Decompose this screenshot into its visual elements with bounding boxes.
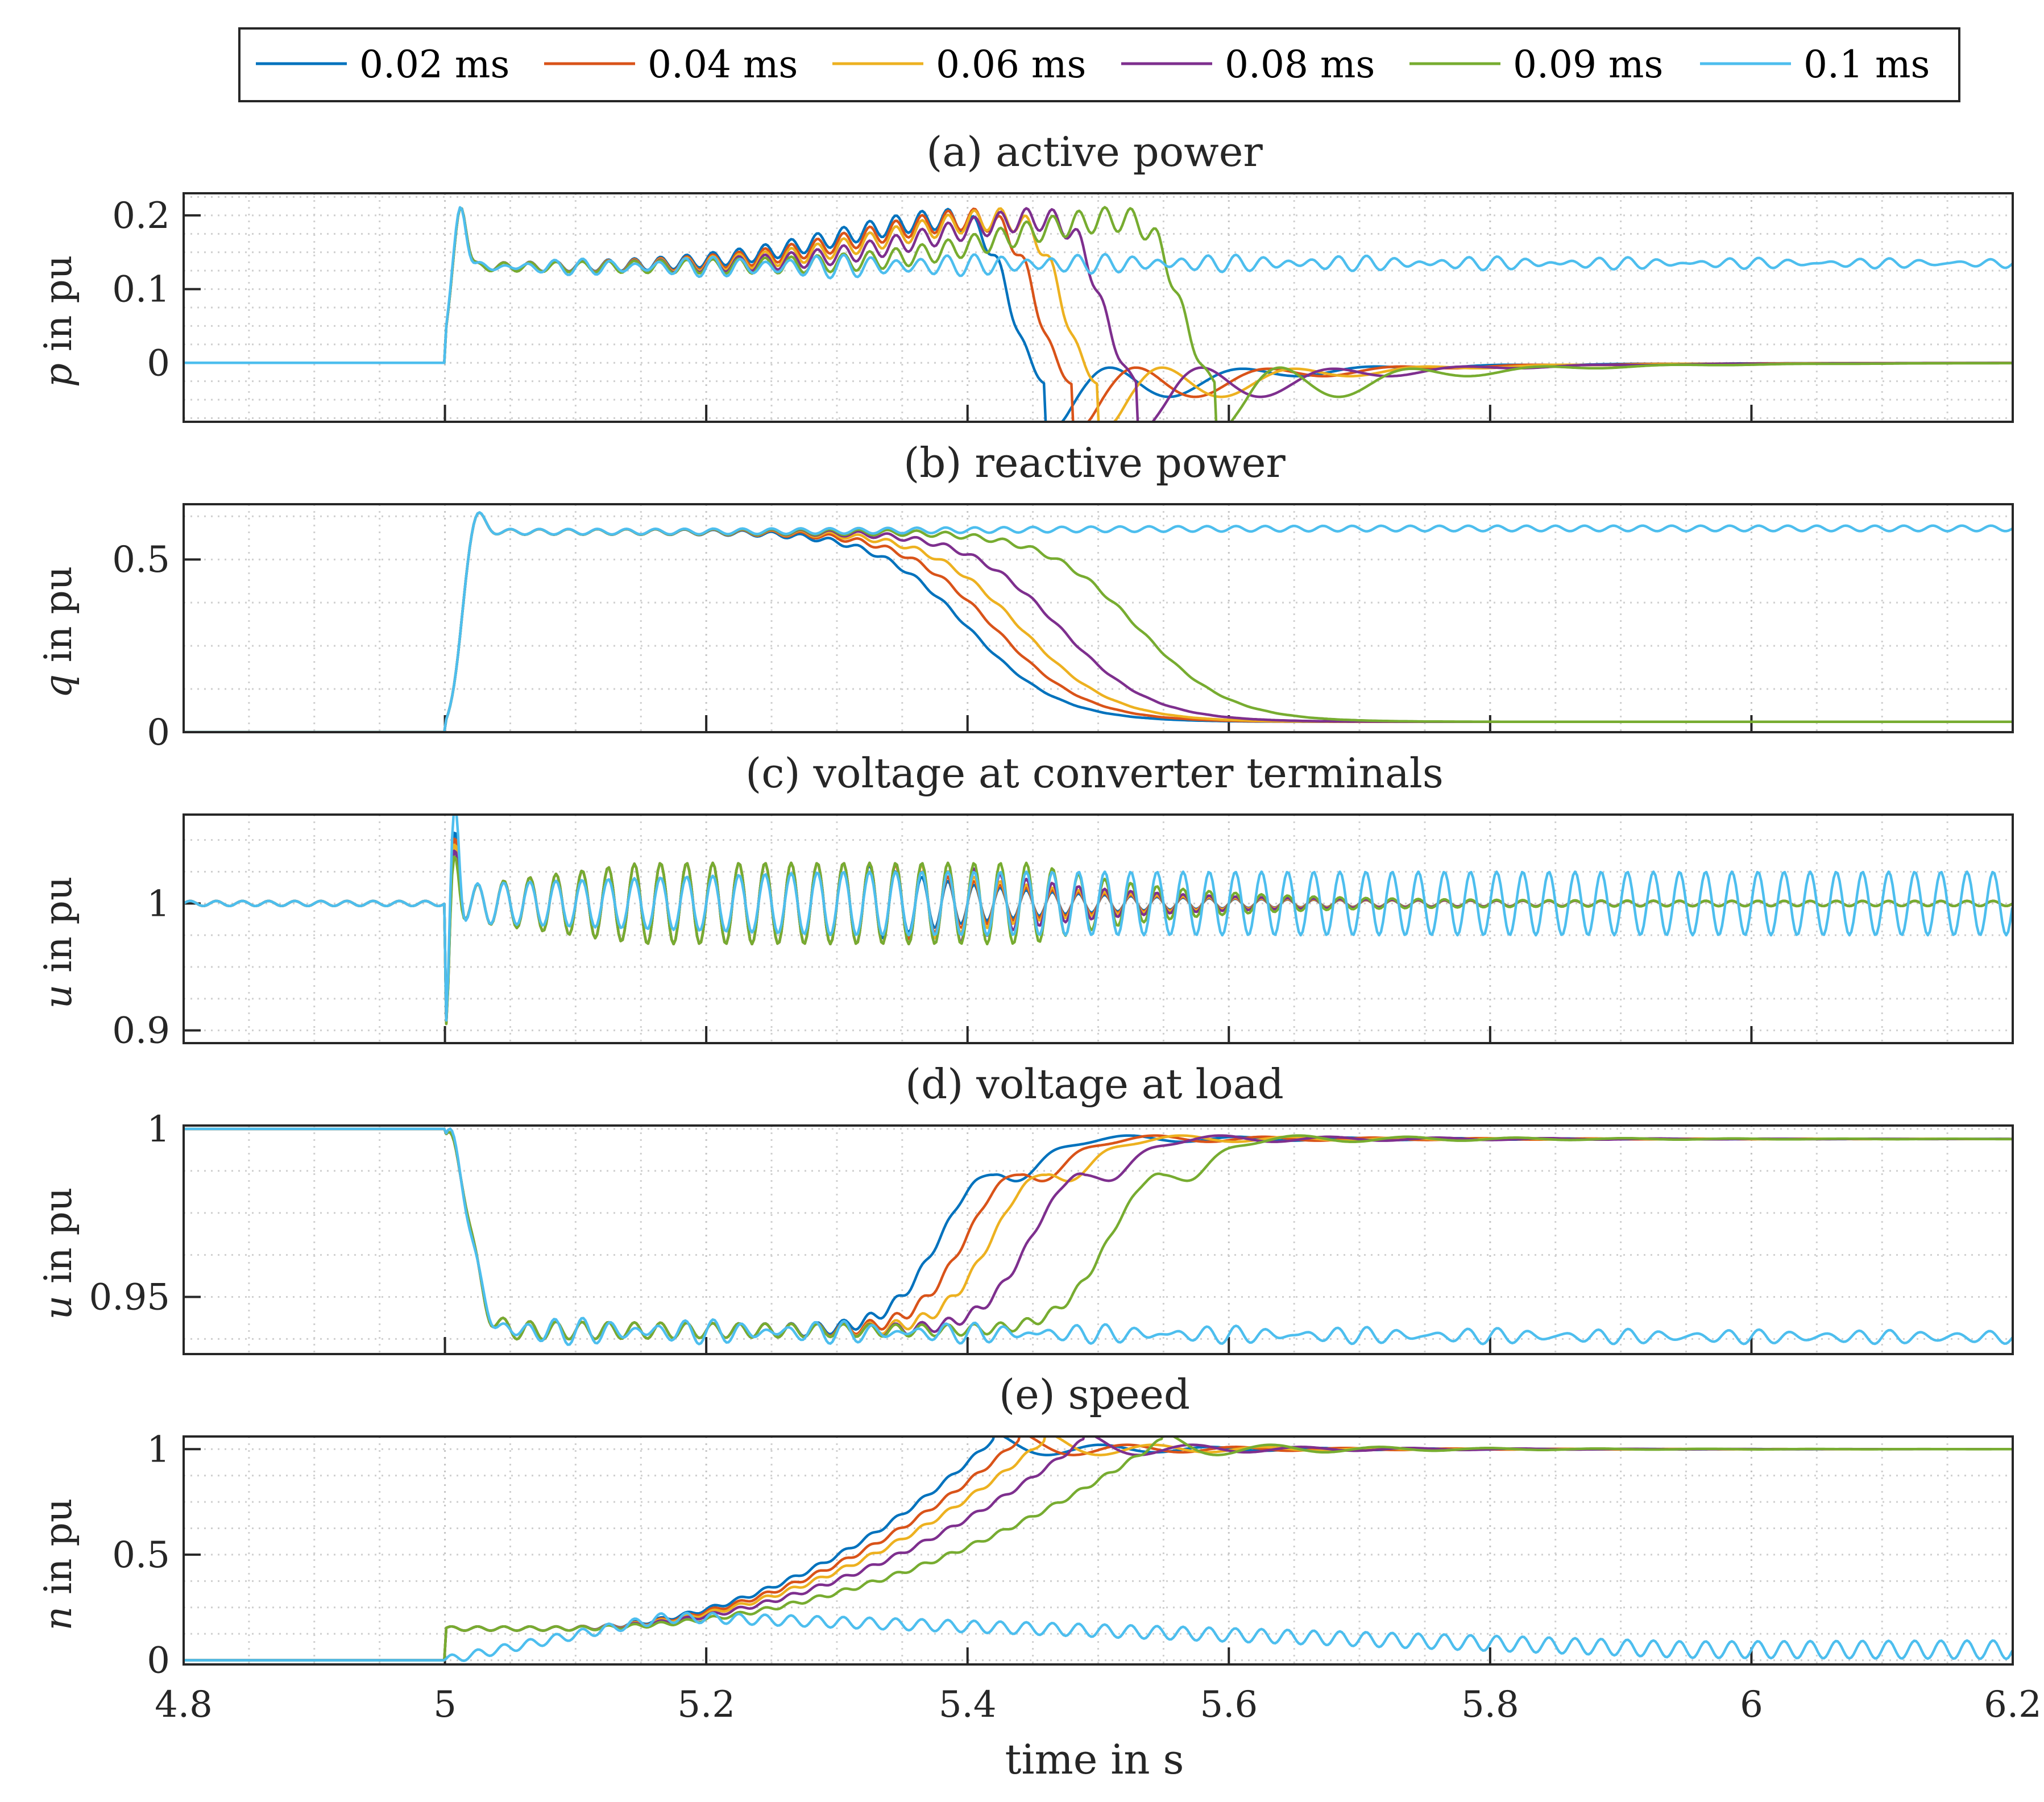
panel-q: 00.5 xyxy=(112,503,2014,754)
traces-u_load xyxy=(184,1127,2013,1346)
axes-box-u_conv xyxy=(183,813,2014,1044)
series-line-u_load-6 xyxy=(184,1127,2013,1346)
x-tick-label: 5.6 xyxy=(1200,1684,1258,1726)
x-tick-label: 6 xyxy=(1740,1684,1763,1726)
legend-entry-4: 0.08 ms xyxy=(1225,43,1375,86)
x-tick-label: 6.2 xyxy=(1984,1684,2042,1726)
y-axis-label-c: u in pu xyxy=(36,877,80,1009)
axes-box-p xyxy=(183,192,2014,423)
series-line-p-5 xyxy=(184,206,2013,422)
x-tick-label: 5.8 xyxy=(1461,1684,1519,1726)
panel-background-u_conv xyxy=(184,815,2013,1043)
series-line-u_conv-6 xyxy=(184,815,2013,1022)
y-tick-label: 1 xyxy=(147,883,170,925)
series-line-n-6 xyxy=(184,1612,2013,1662)
y-tick-label: 0 xyxy=(147,1640,170,1682)
panel-title-c: (c) voltage at converter terminals xyxy=(745,749,1444,797)
y-axis-label-b: q in pu xyxy=(36,566,80,699)
panel-u_conv: 0.91 xyxy=(112,813,2014,1052)
y-axis-label-e: n in pu xyxy=(36,1498,80,1631)
panel-background-n xyxy=(184,1436,2013,1664)
legend-entry-3: 0.06 ms xyxy=(936,43,1086,86)
panel-u_load: 0.95 1 xyxy=(89,1108,2014,1355)
y-tick-label: 0.1 xyxy=(112,269,170,311)
legend-entry-5: 0.09 ms xyxy=(1513,43,1663,86)
series-line-n-5 xyxy=(184,1436,2013,1662)
y-tick-label: 1 xyxy=(147,1429,170,1471)
y-tick-label: 0.5 xyxy=(112,1534,170,1576)
y-tick-label: 1 xyxy=(147,1108,170,1151)
x-tick-label: 5.4 xyxy=(939,1684,997,1726)
series-line-q-6 xyxy=(184,511,2013,732)
traces-q xyxy=(184,511,2013,732)
y-tick-label: 0.5 xyxy=(112,539,170,581)
y-tick-label: 0.2 xyxy=(112,195,170,237)
y-tick-label: 0 xyxy=(147,712,170,754)
axes-box-q xyxy=(183,503,2014,733)
y-axis-label-a: p in pu xyxy=(36,255,80,388)
y-tick-label: 0 xyxy=(147,342,170,384)
axes-box-n xyxy=(183,1435,2014,1666)
y-tick-label: 0.95 xyxy=(89,1277,171,1319)
traces-n xyxy=(184,1436,2013,1662)
legend-entry-2: 0.04 ms xyxy=(648,43,798,86)
panel-title-d: (d) voltage at load xyxy=(905,1060,1284,1108)
panel-title-a: (a) active power xyxy=(926,128,1263,176)
panel-title-e: (e) speed xyxy=(999,1371,1190,1418)
legend-entry-1: 0.02 ms xyxy=(359,43,509,86)
y-axis-label-d: u in pu xyxy=(36,1188,80,1320)
axes-box-u_load xyxy=(183,1124,2014,1355)
x-tick-label: 4.8 xyxy=(155,1684,213,1726)
traces-u_conv xyxy=(184,815,2013,1025)
x-axis-label: time in s xyxy=(1005,1735,1184,1783)
legend: 0.02 ms 0.04 ms 0.06 ms 0.08 ms 0.09 ms … xyxy=(238,27,1960,102)
traces-p xyxy=(184,206,2013,422)
series-line-p-6 xyxy=(184,206,2013,364)
panel-p: 0 0.1 0.2 xyxy=(112,192,2014,423)
panel-title-b: (b) reactive power xyxy=(903,439,1286,487)
x-tick-label: 5.2 xyxy=(677,1684,735,1726)
y-tick-label: 0.9 xyxy=(112,1010,170,1052)
legend-entry-6: 0.1 ms xyxy=(1803,43,1930,86)
x-tick-label: 5 xyxy=(433,1684,457,1726)
panel-n: 0 0.5 1 4.8 5 5.2 5.4 5.6 5.8 6 6.2 xyxy=(112,1429,2042,1726)
